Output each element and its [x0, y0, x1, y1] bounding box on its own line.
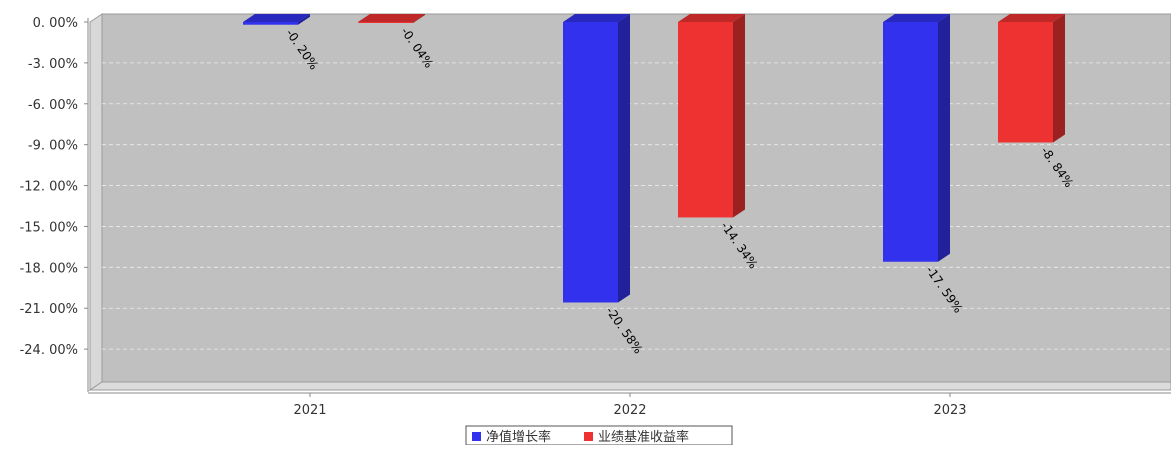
bar-top — [883, 14, 950, 22]
y-tick-label: -18. 00% — [20, 261, 78, 276]
x-tick-label: 2022 — [613, 403, 646, 418]
x-tick-label: 2023 — [933, 403, 966, 418]
plot-floor — [88, 381, 1171, 391]
bar-top — [563, 14, 630, 22]
bar-业绩基准收益率-2021 — [358, 14, 425, 23]
legend: 净值增长率 业绩基准收益率 — [465, 425, 733, 446]
y-tick-label: -24. 00% — [20, 343, 78, 358]
bar-top — [243, 14, 310, 22]
bar-front — [243, 22, 298, 25]
bar-业绩基准收益率-2023 — [998, 14, 1065, 143]
y-tick-label: -6. 00% — [28, 98, 78, 113]
bar-side — [413, 14, 425, 23]
y-tick-label: -21. 00% — [20, 302, 78, 317]
y-tick-label: 0. 00% — [33, 16, 78, 31]
bar-净值增长率-2021 — [243, 14, 310, 25]
legend-label: 净值增长率 — [486, 429, 551, 445]
legend-swatch — [472, 432, 481, 441]
legend-label: 业绩基准收益率 — [598, 429, 689, 445]
bar-top — [678, 14, 745, 22]
y-tick-label: -9. 00% — [28, 139, 78, 154]
bar-side — [938, 14, 950, 262]
bar-top — [358, 14, 425, 22]
plot-left-wall — [89, 13, 103, 391]
bar-front — [563, 22, 618, 303]
bar-side — [1053, 14, 1065, 143]
y-tick-label: -12. 00% — [20, 180, 78, 195]
bar-front — [883, 22, 938, 262]
bar-side — [733, 14, 745, 218]
bar-front — [998, 22, 1053, 143]
bar-front — [358, 22, 413, 23]
bar-front — [678, 22, 733, 218]
x-tick-label: 2021 — [293, 403, 326, 418]
bar-业绩基准收益率-2022 — [678, 14, 745, 218]
legend-swatch — [584, 432, 593, 441]
bar-side — [298, 14, 310, 25]
bar-side — [618, 14, 630, 303]
y-tick-label: -15. 00% — [20, 220, 78, 235]
plot-area — [101, 13, 1171, 383]
bar-净值增长率-2023 — [883, 14, 950, 262]
bar-top — [998, 14, 1065, 22]
bar-净值增长率-2022 — [563, 14, 630, 303]
y-tick-label: -3. 00% — [28, 57, 78, 72]
